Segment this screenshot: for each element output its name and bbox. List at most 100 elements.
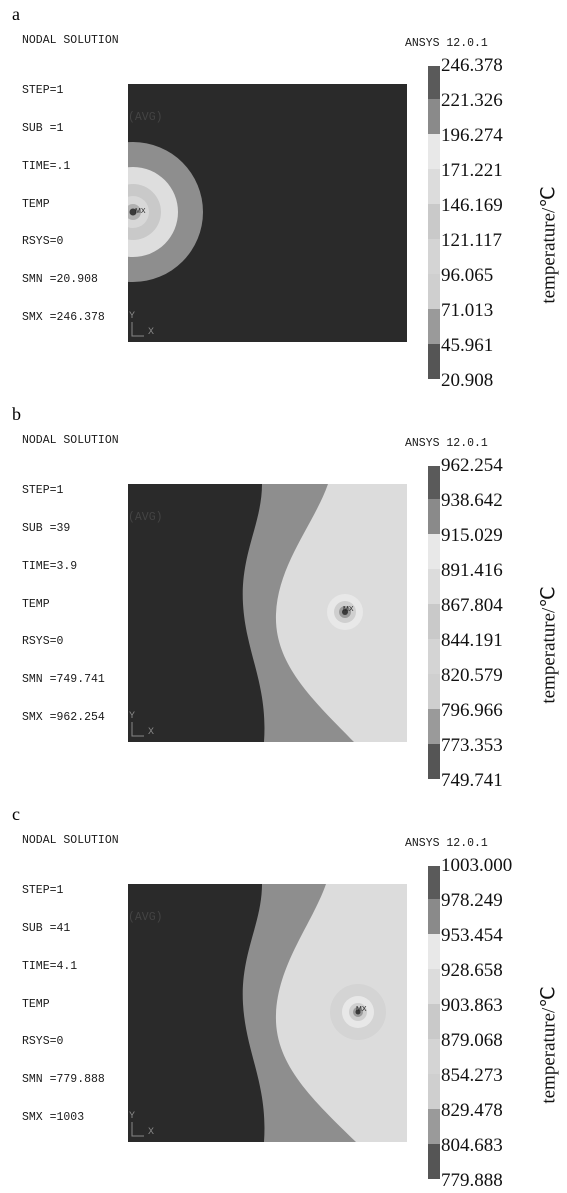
info-temp: TEMP (22, 597, 50, 611)
software-version: ANSYS 12.0.1 (405, 37, 488, 50)
axis-y-label: Y (129, 311, 135, 322)
colorbar-segment-6 (428, 1039, 440, 1074)
colorbar-segment-5 (428, 1004, 440, 1039)
solution-title: NODAL SOLUTION (22, 34, 119, 47)
axis-y-label: Y (129, 1111, 135, 1122)
colorbar-segment-3 (428, 134, 440, 169)
info-smx: SMX =246.378 (22, 310, 105, 324)
colorbar-segment-3 (428, 934, 440, 969)
temperature-field-plot: MX Y X (128, 884, 407, 1142)
colorbar-segment-2 (428, 899, 440, 934)
colorbar-segment-4 (428, 169, 440, 204)
software-version: ANSYS 12.0.1 (405, 837, 488, 850)
colorbar (428, 466, 440, 779)
info-temp: TEMP (22, 197, 50, 211)
colorbar-axis-label: temperature/℃ (538, 586, 560, 704)
info-temp: TEMP (22, 997, 50, 1011)
max-marker: MX (343, 606, 354, 613)
tick-label: 962.254 (441, 455, 503, 476)
avg-label: (AVG) (128, 111, 163, 124)
colorbar-segment-3 (428, 534, 440, 569)
info-smx: SMX =962.254 (22, 710, 105, 724)
colorbar-segment-8 (428, 1109, 440, 1144)
temperature-field-plot: MX Y X (128, 484, 407, 742)
solution-title: NODAL SOLUTION (22, 434, 119, 447)
tick-label: 879.068 (441, 1030, 503, 1051)
colorbar-segment-1 (428, 66, 440, 99)
tick-label: 844.191 (441, 630, 503, 651)
colorbar-segment-6 (428, 239, 440, 274)
colorbar-segment-7 (428, 674, 440, 709)
info-time: TIME=.1 (22, 159, 71, 173)
tick-label: 938.642 (441, 490, 503, 511)
tick-label: 978.249 (441, 890, 503, 911)
colorbar-axis-label: temperature/℃ (538, 186, 560, 304)
tick-label: 121.117 (441, 230, 503, 251)
colorbar-segment-9 (428, 1144, 440, 1179)
info-smx: SMX =1003 (22, 1110, 85, 1124)
tick-label: 221.326 (441, 90, 503, 111)
tick-label: 20.908 (441, 370, 494, 391)
colorbar-axis-label: temperature/℃ (538, 986, 560, 1104)
colorbar-segment-2 (428, 499, 440, 534)
colorbar-segment-7 (428, 1074, 440, 1109)
colorbar-segment-5 (428, 204, 440, 239)
info-step: STEP=1 (22, 84, 64, 98)
tick-label: 953.454 (441, 925, 503, 946)
avg-label: (AVG) (128, 511, 163, 524)
max-marker: MX (135, 208, 146, 215)
tick-label: 773.353 (441, 735, 503, 756)
colorbar (428, 866, 440, 1179)
max-marker: MX (356, 1006, 367, 1013)
panel-c: c NODAL SOLUTION STEP=1 SUB =41 TIME=4.1… (0, 800, 567, 1191)
tick-label: 820.579 (441, 665, 503, 686)
axis-y-label: Y (129, 711, 135, 722)
info-rsys: RSYS=0 (22, 1035, 64, 1049)
info-sub: SUB =39 (22, 521, 71, 535)
panel-letter: b (12, 404, 21, 424)
info-smn: SMN =779.888 (22, 1073, 105, 1087)
colorbar-segment-4 (428, 969, 440, 1004)
tick-label: 796.966 (441, 700, 503, 721)
tick-label: 915.029 (441, 525, 503, 546)
axis-x-label: X (148, 327, 154, 338)
tick-label: 749.741 (441, 770, 503, 791)
info-step: STEP=1 (22, 484, 64, 498)
tick-label: 903.863 (441, 995, 503, 1016)
panel-a: a NODAL SOLUTION STEP=1 SUB =1 TIME=.1 T… (0, 0, 567, 391)
colorbar-segment-9 (428, 744, 440, 779)
software-version: ANSYS 12.0.1 (405, 437, 488, 450)
colorbar-segment-2 (428, 99, 440, 134)
tick-label: 829.478 (441, 1100, 503, 1121)
tick-label: 779.888 (441, 1170, 503, 1191)
panel-letter: a (12, 4, 20, 24)
avg-label: (AVG) (128, 911, 163, 924)
info-smn: SMN =749.741 (22, 673, 105, 687)
tick-label: 246.378 (441, 55, 503, 76)
colorbar-segment-8 (428, 709, 440, 744)
axis-x-label: X (148, 1127, 154, 1138)
tick-label: 854.273 (441, 1065, 503, 1086)
colorbar-segment-1 (428, 466, 440, 499)
colorbar-segment-7 (428, 274, 440, 309)
axis-x-label: X (148, 727, 154, 738)
panel-b: b NODAL SOLUTION STEP=1 SUB =39 TIME=3.9… (0, 400, 567, 791)
tick-label: 867.804 (441, 595, 503, 616)
info-sub: SUB =1 (22, 121, 64, 135)
tick-label: 1003.000 (441, 855, 513, 876)
info-time: TIME=4.1 (22, 959, 78, 973)
tick-label: 171.221 (441, 160, 503, 181)
info-step: STEP=1 (22, 884, 64, 898)
info-rsys: RSYS=0 (22, 235, 64, 249)
tick-label: 928.658 (441, 960, 503, 981)
tick-label: 891.416 (441, 560, 503, 581)
solution-title: NODAL SOLUTION (22, 834, 119, 847)
colorbar-segment-1 (428, 866, 440, 899)
colorbar-segment-6 (428, 639, 440, 674)
info-sub: SUB =41 (22, 921, 71, 935)
colorbar-segment-8 (428, 309, 440, 344)
tick-label: 196.274 (441, 125, 503, 146)
tick-label: 71.013 (441, 300, 494, 321)
tick-label: 804.683 (441, 1135, 503, 1156)
colorbar (428, 66, 440, 379)
